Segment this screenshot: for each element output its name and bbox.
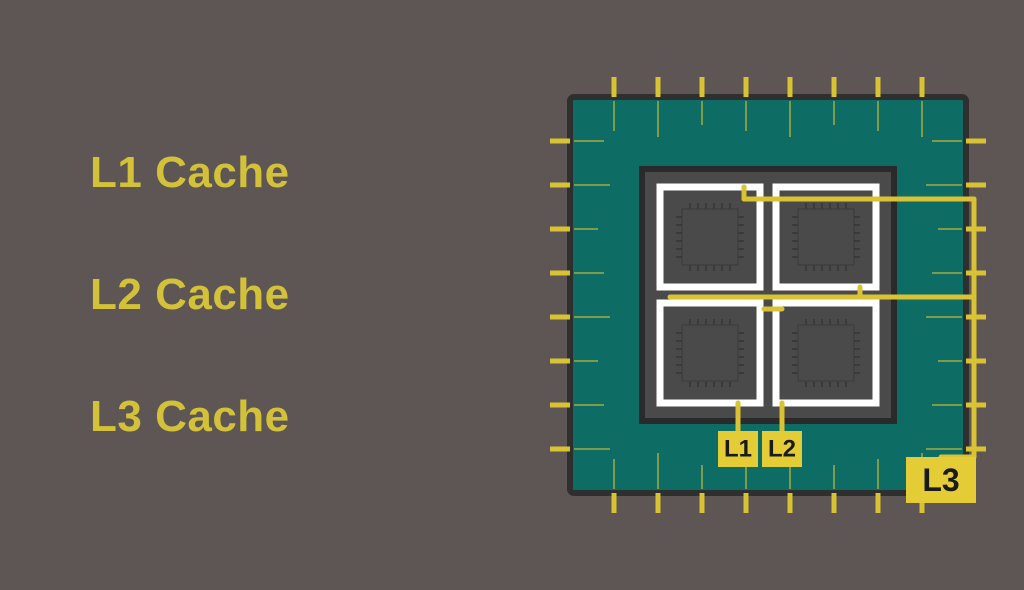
- cache-label-list: L1 Cache L2 Cache L3 Cache: [0, 148, 512, 442]
- l1-cache-label: L1 Cache: [90, 148, 512, 198]
- svg-text:L1: L1: [724, 436, 752, 463]
- svg-text:L3: L3: [922, 462, 959, 498]
- chip-diagram-panel: L1 L2 L3: [512, 75, 1024, 515]
- l3-cache-label: L3 Cache: [90, 392, 512, 442]
- l2-cache-label: L2 Cache: [90, 270, 512, 320]
- svg-text:L2: L2: [768, 436, 796, 463]
- cpu-chip-diagram: L1 L2 L3: [548, 75, 988, 515]
